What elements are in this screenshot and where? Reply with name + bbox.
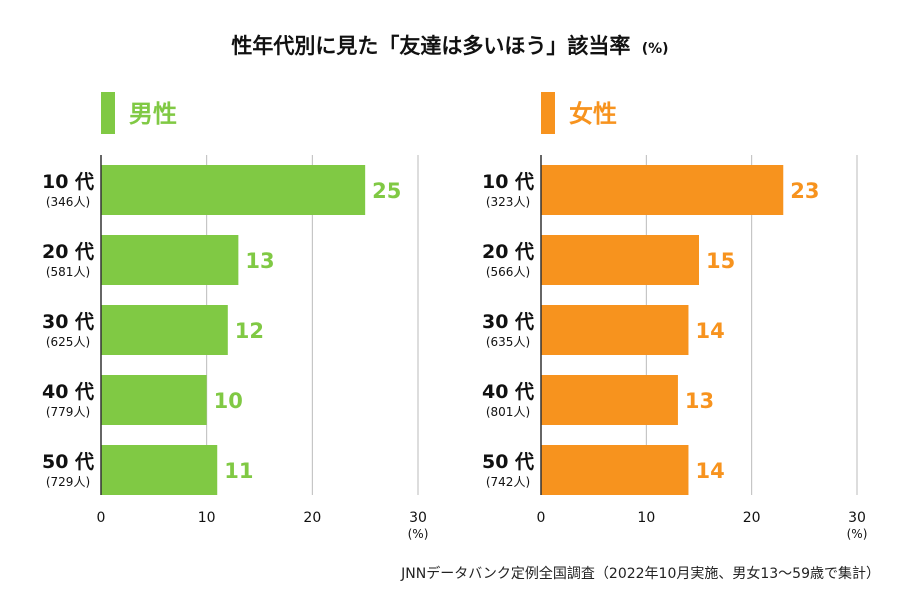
male-tick-label-30: 30 [409, 510, 427, 526]
female-category-label-30代: 30 代 [482, 311, 534, 333]
male-panel: 男性 25 10 代 (346人) 13 20 代 (581人) 12 30 代 (625人) 10… [42, 92, 428, 541]
female-legend-swatch [541, 92, 555, 134]
female-category-label-20代: 20 代 [482, 241, 534, 263]
female-sample-size-10代: (323人) [486, 195, 530, 209]
male-tick-label-20: 20 [303, 510, 321, 526]
female-tick-label-30: 30 [848, 510, 866, 526]
female-bar-20代 [541, 235, 699, 285]
female-category-label-40代: 40 代 [482, 381, 534, 403]
female-category-label-10代: 10 代 [482, 171, 534, 193]
male-value-label-50代: 11 [224, 459, 253, 483]
male-tick-label-10: 10 [198, 510, 216, 526]
source-note: JNNデータバンク定例全国調査（2022年10月実施、男女13～59歳で集計） [400, 565, 880, 582]
male-value-label-40代: 10 [214, 389, 243, 413]
male-category-label-40代: 40 代 [42, 381, 94, 403]
male-category-label-10代: 10 代 [42, 171, 94, 193]
male-axis-unit: (%) [408, 527, 429, 541]
female-value-label-40代: 13 [685, 389, 714, 413]
female-category-label-50代: 50 代 [482, 451, 534, 473]
male-category-label-50代: 50 代 [42, 451, 94, 473]
male-bar-20代 [101, 235, 239, 285]
chart-title: 性年代別に見た「友達は多いほう」該当率 (%) [231, 34, 668, 58]
male-sample-size-10代: (346人) [46, 195, 90, 209]
female-legend-label: 女性 [569, 100, 617, 128]
male-bar-10代 [101, 165, 366, 215]
male-value-label-20代: 13 [245, 249, 274, 273]
male-value-label-30代: 12 [235, 319, 264, 343]
female-panel: 女性 23 10 代 (323人) 15 20 代 (566人) 14 30 代 (635人) 13… [482, 92, 867, 541]
male-sample-size-20代: (581人) [46, 265, 90, 279]
male-value-label-10代: 25 [372, 179, 401, 203]
male-category-label-30代: 30 代 [42, 311, 94, 333]
female-sample-size-20代: (566人) [486, 265, 530, 279]
female-bar-40代 [541, 375, 678, 425]
male-bar-40代 [101, 375, 207, 425]
male-bar-30代 [101, 305, 228, 355]
female-value-label-20代: 15 [706, 249, 735, 273]
chart-title-unit: (%) [642, 41, 669, 57]
male-sample-size-50代: (729人) [46, 475, 90, 489]
male-category-label-20代: 20 代 [42, 241, 94, 263]
female-bar-30代 [541, 305, 689, 355]
male-bar-50代 [101, 445, 218, 495]
male-legend-label: 男性 [129, 100, 177, 128]
female-value-label-30代: 14 [695, 319, 724, 343]
male-tick-label-0: 0 [97, 510, 106, 526]
female-axis-unit: (%) [847, 527, 868, 541]
female-value-label-50代: 14 [695, 459, 724, 483]
female-tick-label-10: 10 [637, 510, 655, 526]
male-sample-size-40代: (779人) [46, 405, 90, 419]
female-value-label-10代: 23 [790, 179, 819, 203]
female-bar-50代 [541, 445, 689, 495]
panels: 男性 25 10 代 (346人) 13 20 代 (581人) 12 30 代 (625人) 10… [42, 92, 867, 541]
female-tick-label-0: 0 [537, 510, 546, 526]
male-sample-size-30代: (625人) [46, 335, 90, 349]
female-sample-size-30代: (635人) [486, 335, 530, 349]
female-bar-10代 [541, 165, 784, 215]
male-legend-swatch [101, 92, 115, 134]
female-sample-size-40代: (801人) [486, 405, 530, 419]
female-tick-label-20: 20 [743, 510, 761, 526]
chart-title-main: 性年代別に見た「友達は多いほう」該当率 [231, 34, 630, 58]
female-sample-size-50代: (742人) [486, 475, 530, 489]
